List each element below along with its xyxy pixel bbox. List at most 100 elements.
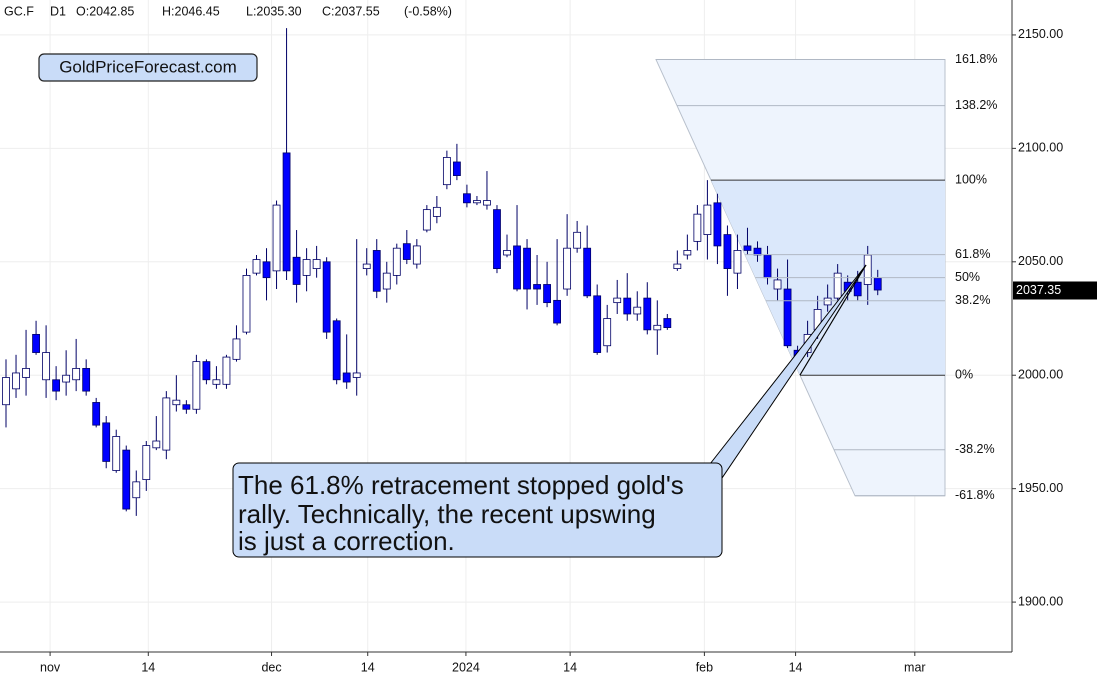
candle-body	[713, 202, 722, 247]
x-tick-label: 14	[789, 660, 803, 674]
callout-box	[232, 462, 723, 558]
candle-body	[192, 361, 201, 410]
candle-body	[22, 368, 30, 378]
candle-body	[212, 379, 221, 385]
candle-body	[442, 157, 451, 186]
candle-body	[102, 422, 111, 462]
y-tick-label: 2050.00	[1018, 254, 1063, 268]
candle-body	[132, 481, 141, 499]
candle-body	[523, 247, 531, 290]
candle-body	[623, 297, 632, 315]
candle-body	[172, 399, 181, 406]
candle-body	[222, 356, 231, 385]
candle-body	[593, 295, 602, 353]
y-tick-label: 2000.00	[1018, 368, 1063, 382]
candle-body	[12, 372, 20, 390]
candle-body	[262, 261, 271, 279]
x-tick-label: dec	[261, 660, 281, 674]
y-tick-label: 2150.00	[1018, 27, 1063, 41]
symbol: GC.F	[4, 4, 34, 18]
x-tick-label: mar	[904, 660, 926, 674]
candle-body	[873, 277, 882, 291]
candle-body	[683, 250, 692, 256]
candle-body	[322, 261, 331, 333]
x-tick-label: nov	[40, 660, 61, 674]
candle-body	[503, 250, 511, 256]
watermark-box	[38, 53, 258, 82]
fib-label: -61.8%	[955, 488, 995, 502]
candle-body	[573, 231, 582, 249]
callout: The 61.8% retracement stopped gold's ral…	[232, 264, 867, 558]
y-tick-label: 1950.00	[1018, 481, 1063, 495]
watermark-text: GoldPriceForecast.com	[59, 57, 237, 76]
candle-body	[723, 234, 732, 270]
fib-label: 61.8%	[955, 247, 990, 261]
candle-body	[312, 259, 321, 270]
fib-label: 38.2%	[955, 293, 990, 307]
last-price-box	[1013, 281, 1097, 300]
fib-label: 0%	[955, 368, 973, 382]
watermark: GoldPriceForecast.com	[38, 53, 258, 82]
timeframe: D1	[50, 4, 66, 18]
candle-body	[763, 254, 772, 279]
candle-body	[402, 243, 411, 260]
candle-body	[603, 318, 612, 347]
candle-body	[352, 372, 361, 378]
change: (-0.58%)	[404, 4, 452, 18]
candle-body	[392, 247, 401, 276]
candle-body	[72, 368, 81, 381]
x-tick-label: feb	[696, 660, 713, 674]
candle-body	[362, 263, 371, 270]
candle-body	[613, 297, 622, 304]
candle-body	[332, 320, 341, 381]
candle-body	[563, 247, 572, 290]
candle-body	[232, 338, 241, 360]
candle-body	[533, 284, 541, 290]
candle-body	[162, 397, 171, 451]
candle-body	[382, 272, 391, 290]
trend-line	[799, 264, 867, 376]
candle-body	[412, 245, 421, 265]
open-value: O:2042.85	[76, 4, 134, 18]
candle-body	[82, 368, 91, 392]
candle-body	[302, 259, 311, 276]
candle-body	[42, 352, 50, 381]
callout-line: The 61.8% retracement stopped gold's	[238, 470, 684, 500]
candle-body	[272, 204, 281, 272]
candle-body	[2, 377, 10, 406]
candle-body	[292, 256, 301, 285]
fib-label: 138.2%	[955, 98, 997, 112]
candle-body	[693, 213, 702, 242]
fib-label: -38.2%	[955, 442, 995, 456]
candle-body	[553, 299, 562, 324]
candle-body	[152, 440, 161, 449]
candle-body	[252, 259, 261, 274]
candle-body	[733, 250, 742, 274]
candle-body	[432, 206, 441, 217]
candle-body	[513, 245, 521, 290]
y-tick-label: 2100.00	[1018, 141, 1063, 155]
candle-body	[643, 297, 652, 331]
candle-body	[453, 161, 461, 176]
x-tick-label: 14	[141, 660, 155, 674]
candle-body	[783, 288, 792, 347]
candle-body	[823, 297, 832, 306]
candle-body	[743, 245, 752, 251]
candle-body	[833, 272, 842, 299]
candle-body	[863, 254, 872, 285]
header: GC.F D1 O:2042.85 H:2046.45 L:2035.30 C:…	[4, 4, 452, 18]
y-tick-label: 1900.00	[1018, 594, 1063, 608]
candle-body	[182, 404, 191, 410]
candle-body	[122, 449, 131, 510]
candle-body	[282, 152, 291, 272]
candle-body	[493, 209, 501, 270]
candle-body	[703, 204, 712, 235]
candle-body	[112, 436, 121, 471]
candle-body	[773, 279, 782, 290]
candle-body	[633, 306, 642, 315]
candle-body	[653, 324, 662, 331]
candle-body	[32, 333, 40, 353]
low-value: L:2035.30	[246, 4, 302, 18]
